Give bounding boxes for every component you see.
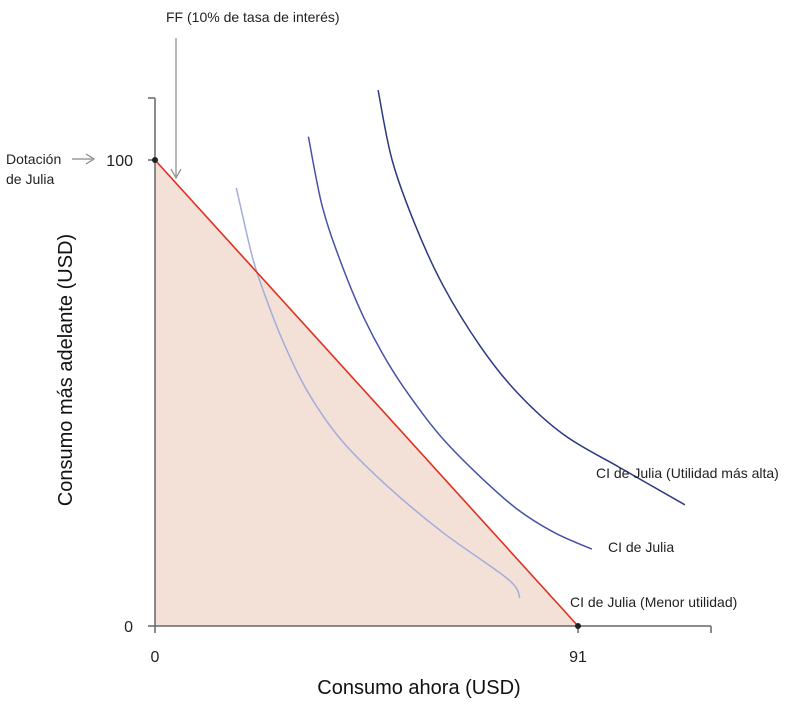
endowment-label-line1: Dotación (6, 151, 61, 167)
budget-line (154, 159, 579, 627)
curve-label-low: CI de Julia (Menor utilidad) (570, 594, 737, 610)
budget-line-label: FF (10% de tasa de interés) (166, 9, 340, 25)
endowment-label-line2: de Julia (6, 171, 54, 187)
endowment-point (152, 157, 158, 163)
indifference-curve-mid (307, 136, 593, 550)
x-tick-label-0: 0 (151, 649, 160, 666)
budget-end-point (575, 623, 581, 629)
endowment-arrow-head (85, 153, 96, 165)
indifference-curve-low (235, 187, 521, 599)
curve-label-high: CI de Julia (Utilidad más alta) (596, 465, 779, 481)
x-tick-label-91: 91 (569, 649, 587, 666)
indifference-curve-high (377, 89, 686, 506)
budget-line-arrow-head (170, 168, 182, 180)
curve-label-mid: CI de Julia (608, 539, 674, 555)
x-axis-title: Consumo ahora (USD) (317, 677, 520, 699)
y-axis-title: Consumo más adelante (USD) (55, 234, 77, 506)
y-tick-label-100: 100 (106, 153, 133, 170)
y-tick-label-0: 0 (124, 619, 133, 636)
